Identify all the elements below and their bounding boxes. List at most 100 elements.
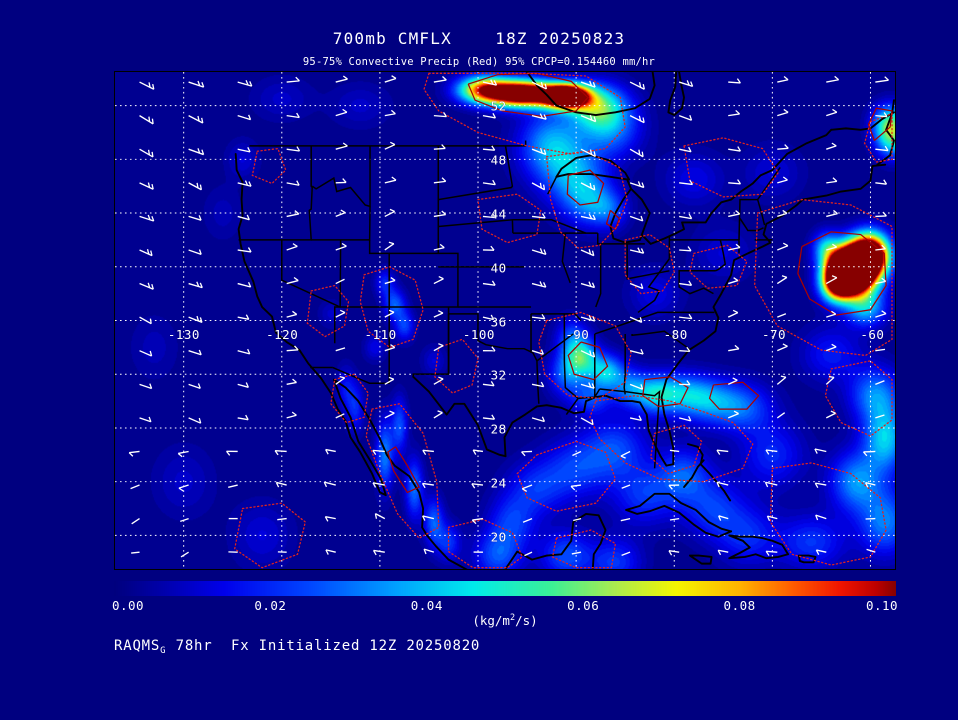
wind-barb: [433, 210, 447, 218]
wind-barb: [727, 410, 739, 419]
wind-barb-flag: [539, 182, 542, 189]
contour-95-0: [467, 72, 589, 117]
wind-barb-flag: [296, 180, 300, 186]
wind-barb-flag: [815, 514, 819, 521]
wind-barb: [237, 348, 251, 355]
wind-barb-shaft: [139, 282, 154, 290]
coastline-yucatan: [504, 512, 607, 569]
wind-barb: [716, 481, 729, 488]
wind-barb-flag: [688, 213, 693, 219]
wind-barb-shaft: [129, 450, 140, 454]
wind-barb-flag: [492, 113, 496, 119]
wind-barb-shaft: [629, 383, 643, 390]
wind-barb-flag: [374, 513, 378, 519]
wind-barb-flag: [687, 246, 692, 252]
wind-barb: [679, 213, 693, 220]
wind-barb-shaft: [777, 345, 788, 352]
wind-barb-shaft: [728, 246, 741, 251]
wind-barb-flag: [588, 213, 593, 220]
wind-barb-shaft: [629, 282, 643, 290]
contour-75-10: [551, 529, 617, 569]
wind-barb-flag: [589, 182, 592, 189]
wind-barb-flag: [782, 209, 788, 214]
wind-barb-flag: [690, 81, 694, 87]
wind-barb-shaft: [139, 81, 155, 90]
wind-barb-flag: [591, 419, 594, 425]
wind-barb-shaft: [826, 212, 838, 218]
wind-barb-flag: [588, 249, 592, 255]
wind-barb-flag: [196, 281, 200, 287]
wind-barb: [580, 314, 596, 322]
wind-barb-shaft: [776, 376, 787, 385]
wind-barb: [875, 414, 885, 419]
wind-barb-shaft: [433, 79, 447, 83]
wind-barb-shaft: [325, 448, 336, 453]
state-border-31: [597, 233, 645, 245]
wind-barb: [324, 516, 336, 522]
wind-barb: [188, 215, 202, 221]
wind-barb-flag: [735, 109, 741, 115]
wind-barb: [679, 313, 693, 320]
wind-barb-shaft: [580, 282, 595, 289]
wind-barb-shaft: [482, 114, 496, 119]
wind-barb: [325, 549, 336, 555]
wind-barb-flag: [588, 314, 592, 321]
colorbar-tick-3: 0.06: [567, 598, 600, 613]
wind-barb-shaft: [531, 350, 544, 355]
wind-barb-shaft: [433, 246, 445, 251]
jamaica: [688, 554, 713, 565]
wind-barb-shaft: [286, 279, 299, 285]
wind-barb-flag: [201, 117, 204, 124]
model-run-caption: RAQMSG 78hr Fx Initialized 12Z 20250820: [114, 638, 480, 656]
wind-barb-shaft: [335, 145, 348, 150]
wind-barb: [237, 414, 249, 421]
wind-barb-shaft: [473, 449, 484, 453]
wind-barb: [875, 244, 886, 251]
bahamas-chain: [687, 443, 732, 502]
cuba-south: [625, 504, 733, 538]
wind-barb-flag: [372, 482, 377, 488]
wind-barb-shaft: [237, 282, 251, 288]
wind-barb-flag: [390, 109, 396, 115]
wind-barb-flag: [491, 145, 496, 151]
wind-barb: [482, 113, 496, 119]
wind-barb-shaft: [629, 81, 645, 90]
wind-barb-shaft: [482, 215, 496, 219]
wind-barb-shaft: [188, 182, 202, 191]
wind-barb-flag: [324, 516, 329, 522]
colorbar: 0.00 0.02 0.04 0.06 0.08 0.10 (kg/m2/s): [112, 581, 898, 628]
wind-barb-flag: [490, 314, 495, 320]
wind-barb: [678, 114, 693, 121]
wind-barb-flag: [541, 213, 546, 219]
wind-barb: [423, 548, 435, 555]
wind-barb-shaft: [531, 316, 545, 320]
wind-barb: [679, 380, 691, 386]
colorbar-tick-1: 0.02: [254, 598, 287, 613]
wind-barb: [286, 210, 300, 218]
wind-barb: [433, 144, 446, 150]
state-border-39: [678, 270, 716, 295]
james-bay: [667, 72, 685, 116]
wind-barb-flag: [593, 184, 596, 191]
contour-75-11: [365, 403, 440, 539]
wind-barb: [728, 344, 740, 352]
state-border-3: [311, 206, 371, 241]
wind-barb-flag: [295, 76, 300, 82]
wind-barb-flag: [389, 208, 395, 213]
wind-barb-shaft: [767, 515, 778, 520]
wind-barb-shaft: [524, 551, 533, 557]
wind-barb: [433, 243, 445, 251]
wind-barb-flag: [732, 309, 739, 314]
wind-barb-flag: [247, 147, 251, 153]
lon-axis-label-2: -110: [364, 327, 397, 342]
lon-axis-label-5: -80: [663, 327, 688, 342]
wind-barb-shaft: [679, 182, 693, 186]
wind-barb: [139, 282, 154, 290]
wind-barb: [286, 378, 297, 386]
contour-75-3: [624, 233, 675, 295]
wind-barb-shaft: [335, 413, 345, 419]
contour-75-18: [683, 137, 779, 198]
wind-barb: [728, 78, 741, 84]
wind-barb-shaft: [866, 548, 876, 553]
wind-barb-shaft: [237, 215, 250, 221]
